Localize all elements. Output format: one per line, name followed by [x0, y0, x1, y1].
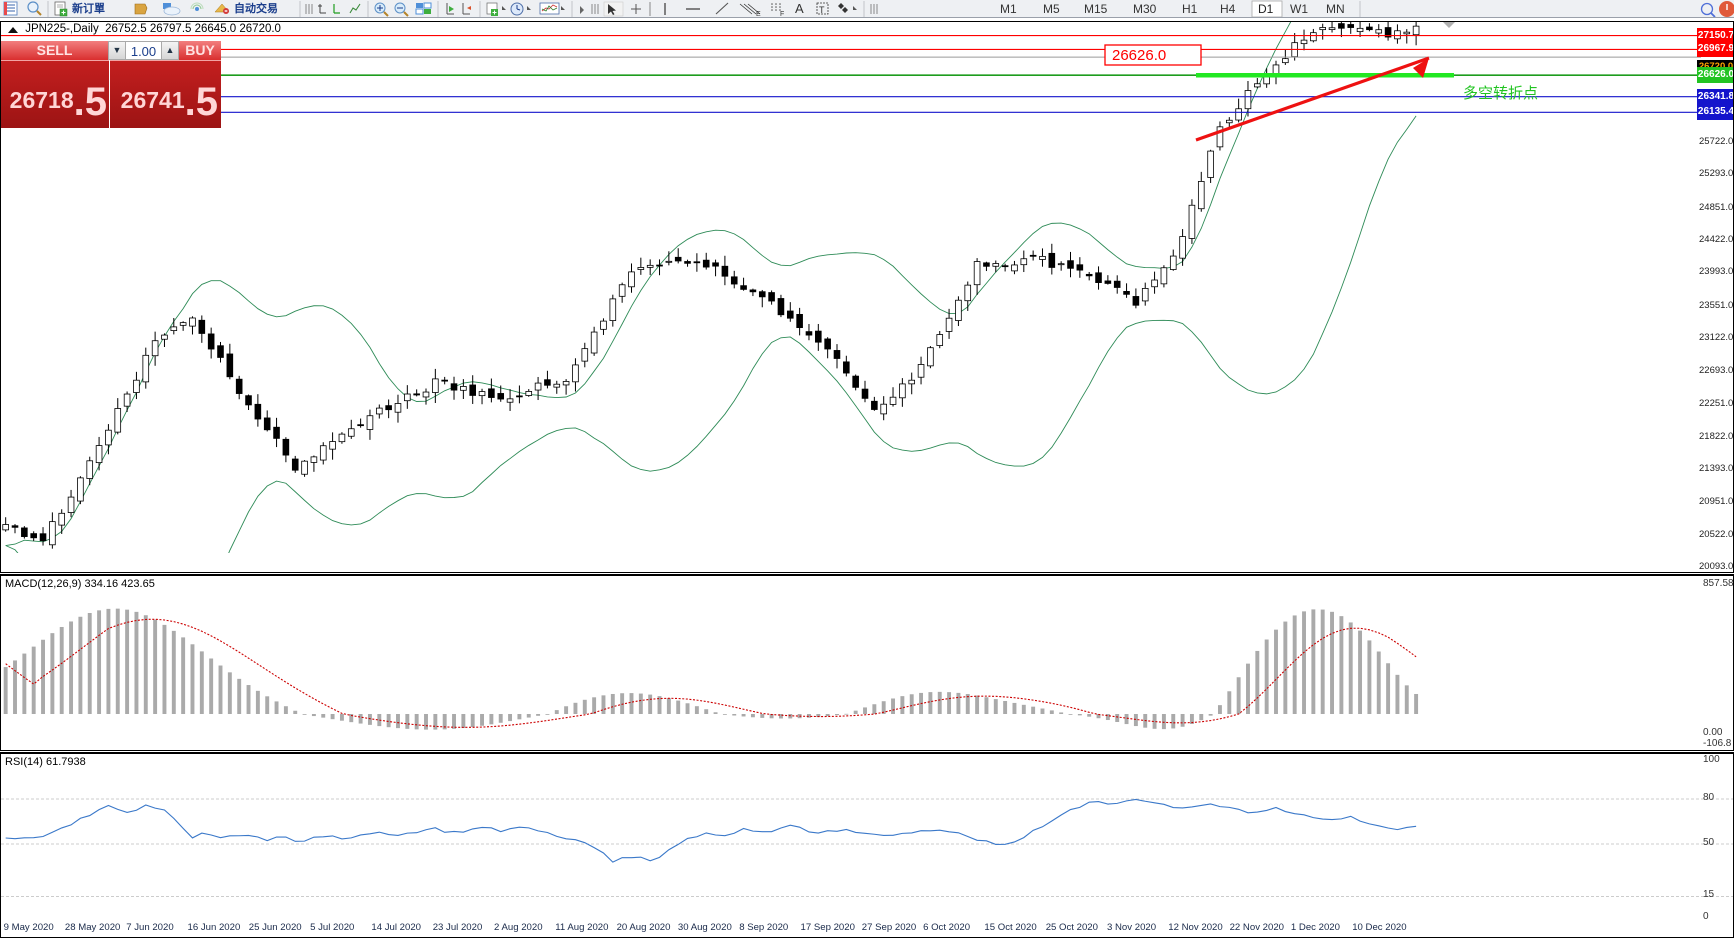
svg-text:新订單: 新订單: [72, 1, 105, 15]
svg-text:H1: H1: [1182, 2, 1198, 16]
svg-text:T: T: [819, 5, 825, 15]
svg-text:F: F: [780, 11, 784, 18]
svg-text:M1: M1: [1000, 2, 1017, 16]
svg-text:A: A: [795, 1, 804, 16]
svg-text:MN: MN: [1326, 2, 1345, 16]
svg-text:E: E: [756, 11, 761, 18]
svg-text:H4: H4: [1220, 2, 1236, 16]
svg-text:W1: W1: [1290, 2, 1308, 16]
svg-text:自动交易: 自动交易: [234, 1, 278, 15]
svg-text:D1: D1: [1258, 2, 1274, 16]
svg-text:M30: M30: [1133, 2, 1157, 16]
svg-text:M5: M5: [1043, 2, 1060, 16]
svg-text:26626.0: 26626.0: [1112, 47, 1166, 64]
svg-text:多空转折点: 多空转折点: [1463, 85, 1538, 102]
svg-text:M15: M15: [1084, 2, 1108, 16]
